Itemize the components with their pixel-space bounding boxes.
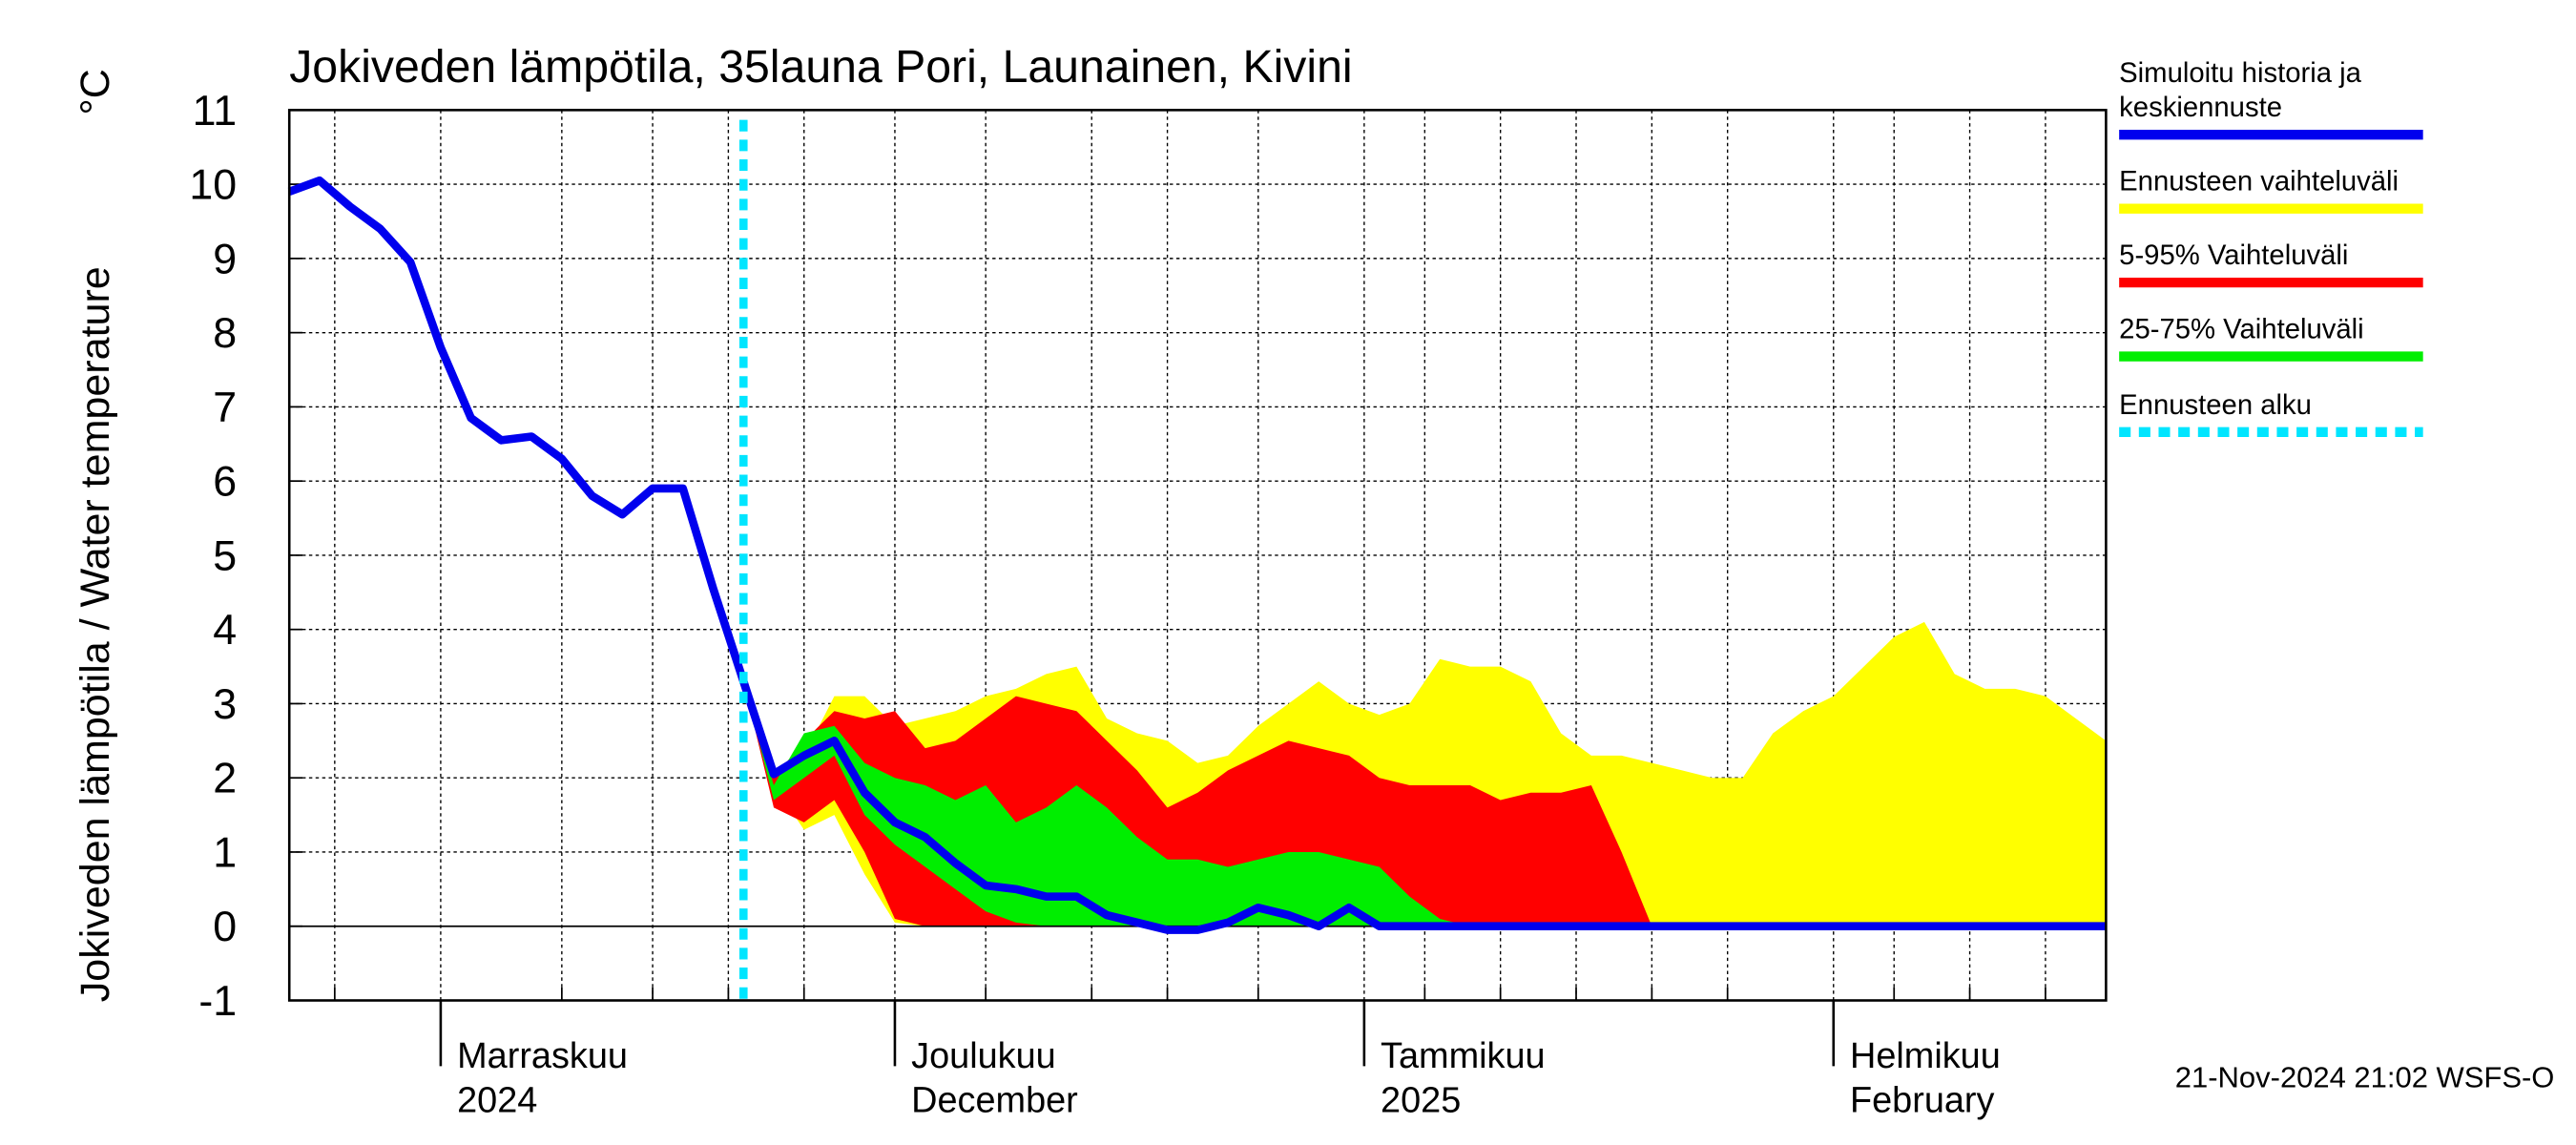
y-tick-label: 4 bbox=[213, 606, 237, 654]
legend-label: 25-75% Vaihteluväli bbox=[2119, 313, 2364, 345]
x-tick-sublabel: 2024 bbox=[457, 1081, 537, 1121]
legend-label-box: Simuloitu historia ja keskiennuste bbox=[2119, 57, 2361, 124]
y-tick-label: -1 bbox=[198, 977, 237, 1025]
y-tick-label: 11 bbox=[193, 87, 237, 135]
x-tick-sublabel: February bbox=[1850, 1081, 1995, 1121]
legend-label: Simuloitu historia ja keskiennuste bbox=[2119, 57, 2361, 124]
x-tick-label: Helmikuu bbox=[1850, 1036, 2001, 1076]
legend-label-box: 5-95% Vaihteluväli bbox=[2119, 239, 2349, 272]
y-tick-label: 6 bbox=[213, 458, 237, 506]
y-tick-label: 7 bbox=[213, 384, 237, 431]
y-tick-label: 1 bbox=[213, 828, 237, 876]
y-axis-label: Jokiveden lämpötila / Water temperature bbox=[73, 266, 118, 1002]
band bbox=[743, 681, 1470, 926]
plot-area: -1 0 1 2 3 4 5 6 7 8 9 10 11 Marraskuu 2024 Joulukuu Dec… bbox=[189, 87, 2108, 1121]
legend-label-box: Ennusteen alku bbox=[2119, 389, 2312, 421]
y-tick-label: 3 bbox=[213, 680, 237, 728]
line bbox=[287, 176, 2107, 934]
y-tick-label: 2 bbox=[213, 755, 237, 802]
y-tick-label: 0 bbox=[213, 903, 237, 950]
legend-label: Ennusteen vaihteluväli bbox=[2119, 165, 2399, 198]
y-tick-label: 9 bbox=[213, 235, 237, 282]
y-axis-unit: °C bbox=[73, 69, 118, 114]
legend-label-box: 25-75% Vaihteluväli bbox=[2119, 313, 2364, 345]
x-tick-sublabel: 2025 bbox=[1381, 1081, 1461, 1121]
y-tick-label: 8 bbox=[213, 309, 237, 357]
y-tick-label: 10 bbox=[189, 161, 237, 209]
x-tick-sublabel: December bbox=[911, 1081, 1078, 1121]
x-tick-label: Marraskuu bbox=[457, 1036, 628, 1076]
plot-frame bbox=[287, 109, 2108, 1002]
legend-label-box: Ennusteen vaihteluväli bbox=[2119, 165, 2399, 198]
chart-title: Jokiveden lämpötila, 35launa Pori, Launa… bbox=[289, 41, 1352, 93]
legend: Simuloitu historia ja keskiennuste Ennust… bbox=[2119, 57, 2423, 437]
legend-label: Ennusteen alku bbox=[2119, 389, 2312, 421]
x-tick-label: Tammikuu bbox=[1381, 1036, 1546, 1076]
legend-label: 5-95% Vaihteluväli bbox=[2119, 239, 2349, 272]
x-tick-label: Joulukuu bbox=[911, 1036, 1056, 1076]
timestamp: 21-Nov-2024 21:02 WSFS-O bbox=[2175, 1061, 2555, 1094]
y-tick-label: 5 bbox=[213, 531, 237, 579]
